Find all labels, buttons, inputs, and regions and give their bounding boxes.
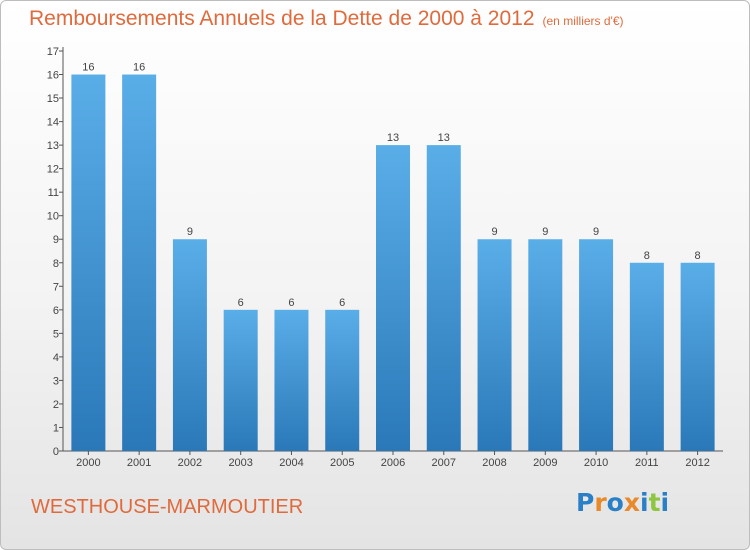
data-label: 8 xyxy=(695,250,701,262)
bar-2010 xyxy=(579,239,614,451)
data-label: 16 xyxy=(133,62,145,74)
bar-2003 xyxy=(223,309,258,451)
logo-letter: P xyxy=(576,488,595,517)
x-tick-label: 2008 xyxy=(482,457,506,469)
x-tick-label: 2002 xyxy=(178,457,202,469)
title-unit: (en milliers d'€) xyxy=(542,14,624,28)
x-tick-label: 2006 xyxy=(381,457,405,469)
y-tick-label: 11 xyxy=(48,187,59,199)
y-tick-label: 10 xyxy=(47,211,59,223)
data-label: 6 xyxy=(339,297,345,309)
y-tick-label: 9 xyxy=(53,234,59,246)
bars xyxy=(71,74,715,451)
x-tick-label: 2012 xyxy=(685,457,709,469)
data-label: 9 xyxy=(491,226,497,238)
data-label: 9 xyxy=(593,226,599,238)
y-tick-label: 8 xyxy=(53,258,59,270)
y-tick-label: 2 xyxy=(53,399,59,411)
logo-letter: i xyxy=(640,488,649,517)
y-tick-label: 1 xyxy=(53,422,59,434)
data-label: 16 xyxy=(82,62,94,74)
x-tick-label: 2000 xyxy=(76,457,100,469)
y-tick-label: 12 xyxy=(47,164,59,176)
bar-2005 xyxy=(325,309,360,451)
bar-2004 xyxy=(274,309,309,451)
x-tick-label: 2005 xyxy=(330,457,354,469)
chart-title: Remboursements Annuels de la Dette de 20… xyxy=(29,7,624,31)
title-main: Remboursements Annuels de la Dette de 20… xyxy=(29,7,535,30)
data-label: 9 xyxy=(542,226,548,238)
logo-letter: r xyxy=(594,488,607,517)
bar-2009 xyxy=(528,239,563,451)
y-tick-label: 5 xyxy=(53,328,59,340)
y-tick-label: 17 xyxy=(47,46,59,58)
x-tick-label: 2009 xyxy=(533,457,557,469)
data-label: 9 xyxy=(187,226,193,238)
y-tick-label: 4 xyxy=(53,352,59,364)
data-label: 6 xyxy=(288,297,294,309)
data-label: 8 xyxy=(644,250,650,262)
x-tick-label: 2007 xyxy=(432,457,456,469)
logo-letter: o xyxy=(606,488,624,517)
x-tick-label: 2001 xyxy=(127,457,151,469)
y-tick-label: 0 xyxy=(53,446,59,458)
y-tick-label: 3 xyxy=(53,375,59,387)
city-name: WESTHOUSE-MARMOUTIER xyxy=(31,496,304,518)
x-tick-label: 2011 xyxy=(635,457,659,469)
data-label: 13 xyxy=(438,132,450,144)
bar-2006 xyxy=(376,145,410,451)
logo-letter: i xyxy=(660,488,670,517)
logo-letter: x xyxy=(623,488,640,517)
y-tick-label: 14 xyxy=(47,117,59,129)
data-label: 13 xyxy=(387,132,399,144)
y-tick-label: 13 xyxy=(47,140,59,152)
bar-2012 xyxy=(680,262,715,451)
y-tick-label: 7 xyxy=(53,281,59,293)
y-tick-label: 6 xyxy=(53,305,59,317)
bar-2011 xyxy=(629,262,664,451)
proxiti-logo: Proxiti xyxy=(576,488,669,517)
data-label: 6 xyxy=(238,297,244,309)
bar-2008 xyxy=(477,239,512,451)
x-tick-label: 2003 xyxy=(228,457,252,469)
labels: 16 16 9 6 6 6 13 13 9 9 9 8 8 xyxy=(82,62,700,309)
logo-letter: t xyxy=(648,488,661,517)
bar-2002 xyxy=(172,239,207,451)
y-tick-label: 16 xyxy=(47,70,59,82)
bar-2007 xyxy=(426,145,461,451)
bar-2000 xyxy=(71,74,106,451)
x-tick-label: 2010 xyxy=(584,457,608,469)
y-tick-label: 15 xyxy=(47,93,59,105)
bar-2001 xyxy=(122,74,157,451)
x-tick-label: 2004 xyxy=(279,457,303,469)
